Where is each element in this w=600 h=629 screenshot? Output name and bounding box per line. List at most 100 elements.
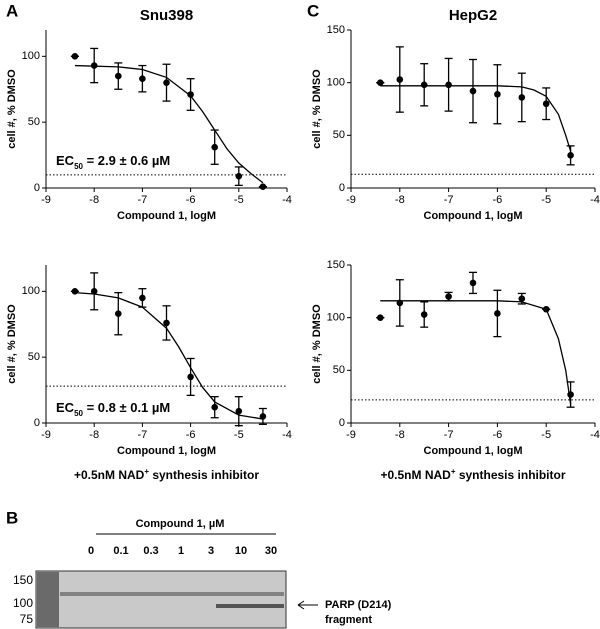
x-tick-label: -4 bbox=[282, 194, 292, 206]
blot-annotation: fragment bbox=[325, 614, 372, 626]
data-point bbox=[259, 413, 267, 420]
text-part: EC bbox=[56, 400, 75, 415]
lane-label: 0.3 bbox=[143, 545, 158, 557]
data-point bbox=[71, 53, 79, 60]
lane-label: 30 bbox=[265, 545, 277, 557]
data-point bbox=[420, 311, 428, 318]
text-part: + bbox=[144, 467, 149, 476]
x-tick-label: -8 bbox=[89, 194, 99, 206]
blot-panel: Compound 1, µM PARP (D214) fragment bbox=[35, 518, 392, 629]
panel-label: B bbox=[6, 508, 18, 527]
x-tick-label: -7 bbox=[138, 429, 148, 441]
x-tick-label: -7 bbox=[138, 194, 148, 206]
y-axis-label: cell #, % DMSO bbox=[311, 69, 323, 149]
blot-image bbox=[35, 570, 287, 629]
lane-label: 1 bbox=[178, 545, 184, 557]
blot-annotation: PARP (D214) bbox=[325, 599, 392, 611]
text-part: = 2.9 ± 0.6 µM bbox=[83, 153, 170, 168]
data-point bbox=[396, 299, 404, 307]
data-point bbox=[445, 81, 452, 89]
lane-label: 0 bbox=[88, 545, 94, 557]
data-point bbox=[518, 295, 526, 303]
data-point bbox=[115, 72, 122, 80]
fit-curve bbox=[74, 64, 264, 184]
arrowhead bbox=[297, 600, 305, 610]
y-tick-label: 150 bbox=[327, 24, 345, 36]
x-tick-label: -9 bbox=[41, 194, 51, 206]
x-axis-label: Compound 1, logM bbox=[424, 210, 523, 222]
data-point bbox=[163, 319, 170, 327]
text-part: = 0.8 ± 0.1 µM bbox=[83, 400, 170, 415]
data-point bbox=[376, 79, 384, 86]
ladder bbox=[37, 572, 59, 627]
data-point bbox=[115, 310, 122, 318]
y-tick-label: 150 bbox=[327, 259, 345, 271]
x-tick-label: -6 bbox=[186, 429, 196, 441]
x-tick-label: -5 bbox=[541, 194, 551, 206]
y-axis-label: cell #, % DMSO bbox=[6, 69, 18, 149]
data-point bbox=[259, 183, 267, 190]
annotation: +0.5nM NAD+ synthesis inhibitor bbox=[380, 467, 565, 483]
x-tick-label: -5 bbox=[234, 429, 244, 441]
data-point bbox=[211, 403, 218, 411]
x-tick-label: -7 bbox=[444, 429, 454, 441]
y-tick-label: 0 bbox=[339, 417, 345, 429]
data-point bbox=[139, 75, 146, 83]
data-point bbox=[494, 310, 501, 317]
data-point bbox=[445, 293, 452, 300]
data-point bbox=[542, 100, 550, 108]
data-point bbox=[469, 87, 477, 95]
data-point bbox=[139, 294, 146, 302]
band bbox=[216, 604, 284, 608]
lane-label: 3 bbox=[208, 545, 214, 557]
text-part: 50 bbox=[74, 409, 83, 418]
data-point bbox=[469, 279, 477, 287]
data-point bbox=[211, 143, 218, 151]
marker-label: 75 bbox=[20, 612, 34, 626]
text-part: synthesis inhibitor bbox=[149, 468, 259, 482]
x-tick-label: -8 bbox=[89, 429, 99, 441]
x-axis-label: Compound 1, logM bbox=[117, 210, 216, 222]
data-point bbox=[376, 314, 384, 321]
x-tick-label: -4 bbox=[590, 429, 600, 441]
x-tick-label: -7 bbox=[444, 194, 454, 206]
data-point bbox=[567, 152, 574, 159]
y-tick-label: 50 bbox=[333, 129, 345, 141]
data-point bbox=[420, 81, 428, 89]
x-tick-label: -6 bbox=[493, 429, 503, 441]
fit-curve bbox=[74, 292, 264, 420]
blot-title: Compound 1, µM bbox=[136, 518, 225, 530]
marker-label: 100 bbox=[13, 596, 33, 610]
x-tick-label: -9 bbox=[346, 429, 356, 441]
y-tick-label: 100 bbox=[22, 50, 40, 62]
y-axis-label: cell #, % DMSO bbox=[311, 304, 323, 384]
x-tick-label: -5 bbox=[234, 194, 244, 206]
data-point bbox=[90, 62, 98, 69]
chart-title: HepG2 bbox=[449, 7, 497, 24]
text-part: + bbox=[451, 467, 456, 476]
x-axis-label: Compound 1, logM bbox=[424, 445, 523, 457]
lane-label: 10 bbox=[235, 545, 247, 557]
y-tick-label: 100 bbox=[327, 77, 345, 89]
x-tick-label: -4 bbox=[590, 194, 600, 206]
data-point bbox=[187, 91, 194, 98]
text-part: EC bbox=[56, 153, 75, 168]
text-part: +0.5nM NAD bbox=[74, 468, 145, 482]
lane-label: 0.1 bbox=[113, 545, 128, 557]
y-tick-label: 0 bbox=[34, 182, 40, 194]
annotation: +0.5nM NAD+ synthesis inhibitor bbox=[74, 467, 259, 483]
marker-label: 150 bbox=[13, 573, 33, 587]
data-point bbox=[187, 373, 194, 381]
fit-curve bbox=[380, 300, 572, 405]
data-point bbox=[71, 288, 79, 295]
data-point bbox=[567, 391, 574, 398]
y-tick-label: 100 bbox=[327, 312, 345, 324]
panel-label: A bbox=[6, 1, 18, 20]
y-axis-label: cell #, % DMSO bbox=[6, 304, 18, 384]
text-part: +0.5nM NAD bbox=[380, 468, 451, 482]
panel-label: C bbox=[307, 1, 319, 20]
y-tick-label: 0 bbox=[339, 182, 345, 194]
x-tick-label: -9 bbox=[41, 429, 51, 441]
annotation: EC50 = 0.8 ± 0.1 µM bbox=[56, 400, 170, 417]
